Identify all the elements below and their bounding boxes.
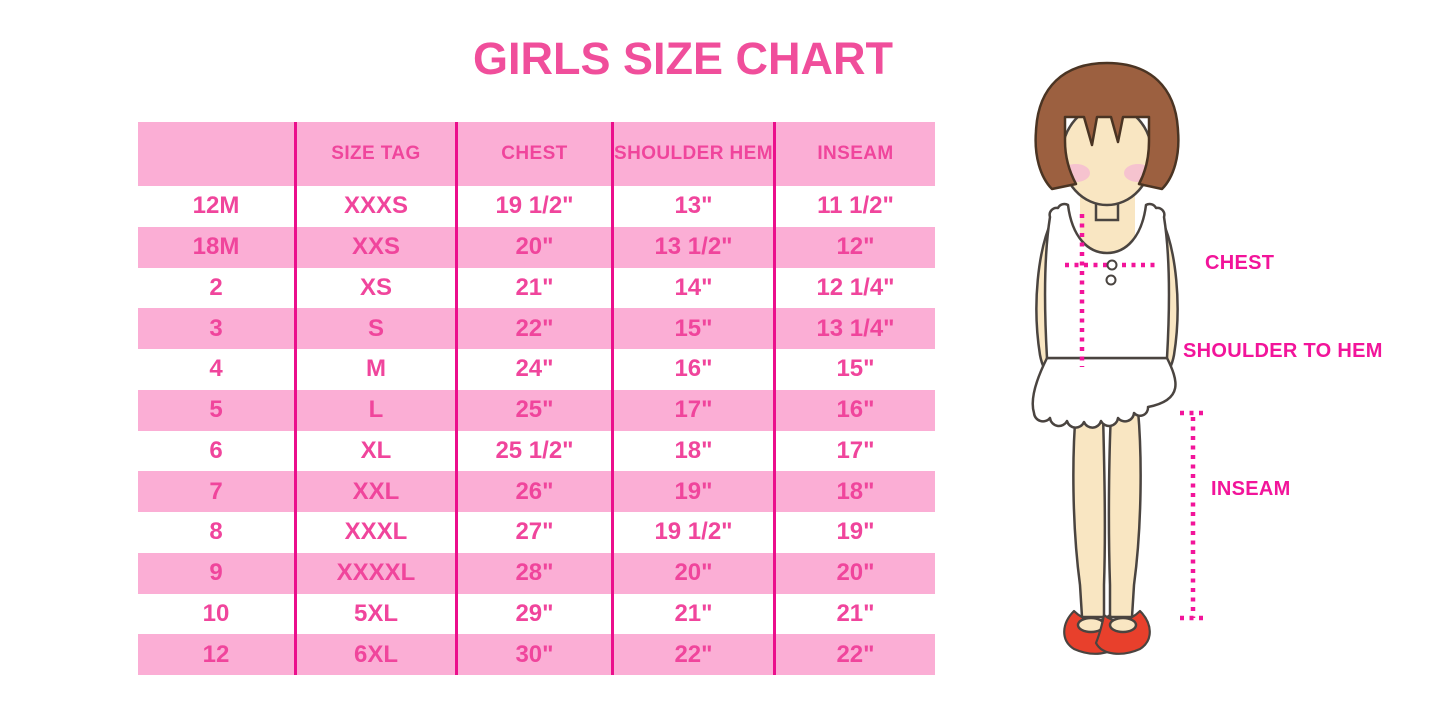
girl-hair [1034,61,1180,191]
size-cell: 22" [458,308,614,349]
chest-label: CHEST [1205,252,1275,274]
size-cell: 22" [614,634,776,675]
girl-legs [1072,408,1142,619]
size-cell: 28" [458,552,614,594]
size-cell: 13" [614,186,776,227]
size-cell: 16" [614,349,776,390]
size-cell: 19 1/2" [614,512,776,553]
size-cell: 20" [458,226,614,268]
size-cell: XXXL [297,512,458,553]
size-cell: 19" [614,471,776,512]
inseam-label: INSEAM [1211,478,1291,500]
size-cell: 5XL [297,593,458,635]
size-cell: 19" [776,512,935,553]
header-cell: CHEST [458,122,614,186]
size-cell: 19 1/2" [458,186,614,227]
size-cell: 29" [458,593,614,635]
size-cell: 18M [138,226,297,268]
size-cell: XXS [297,226,458,268]
size-cell: 21" [614,593,776,635]
size-cell: M [297,349,458,390]
size-cell: 8 [138,512,297,553]
size-cell: 12 [138,634,297,675]
size-cell: 17" [614,389,776,431]
size-cell: XS [297,267,458,309]
size-cell: 18" [776,471,935,512]
size-cell: 11 1/2" [776,186,935,227]
girl-face [1060,103,1154,207]
size-cell: 25" [458,389,614,431]
size-cell: 25 1/2" [458,430,614,472]
size-cell: XXXS [297,186,458,227]
size-cell: 21" [458,267,614,309]
size-cell: 27" [458,512,614,553]
size-cell: 16" [776,389,935,431]
size-cell: 2 [138,267,297,309]
girl-chest-skin [1080,190,1135,255]
size-cell: 6 [138,430,297,472]
size-cell: 21" [776,593,935,635]
size-cell: 12" [776,226,935,268]
size-cell: 6XL [297,634,458,675]
size-cell: 24" [458,349,614,390]
measurement-lines [1065,214,1206,621]
size-cell: 15" [614,308,776,349]
page-title: GIRLS SIZE CHART [472,33,893,84]
shoulder-to-hem-label: SHOULDER TO HEM [1183,340,1383,362]
size-cell: S [297,308,458,349]
size-chart-table: SIZE TAG CHEST SHOULDER HEM INSEAM 12M XXXS 19… [138,122,935,675]
girl-skirt [1031,356,1177,429]
size-cell: XXXXL [297,552,458,594]
header-cell: SIZE TAG [297,122,458,186]
size-cell: 12 1/4" [776,267,935,309]
size-cell: 9 [138,552,297,594]
girl-figure-illustration [1031,61,1206,655]
size-cell: 13 1/4" [776,308,935,349]
size-cell: 20" [614,552,776,594]
size-cell: 7 [138,471,297,512]
header-cell: SHOULDER HEM [614,122,776,186]
size-cell: 30" [458,634,614,675]
size-cell: XXL [297,471,458,512]
size-cell: 10 [138,593,297,635]
size-cell: 5 [138,389,297,431]
size-cell: 14" [614,267,776,309]
header-cell: INSEAM [776,122,935,186]
shirt-buttons [1105,259,1118,286]
size-cell: 3 [138,308,297,349]
size-cell: 13 1/2" [614,226,776,268]
header-cell [138,122,297,186]
size-cell: 12M [138,186,297,227]
size-cell: L [297,389,458,431]
size-cell: XL [297,430,458,472]
size-cell: 15" [776,349,935,390]
size-cell: 26" [458,471,614,512]
size-cell: 20" [776,552,935,594]
size-cell: 17" [776,430,935,472]
girl-shoes [1063,609,1151,655]
size-cell: 4 [138,349,297,390]
size-cell: 22" [776,634,935,675]
size-cell: 18" [614,430,776,472]
